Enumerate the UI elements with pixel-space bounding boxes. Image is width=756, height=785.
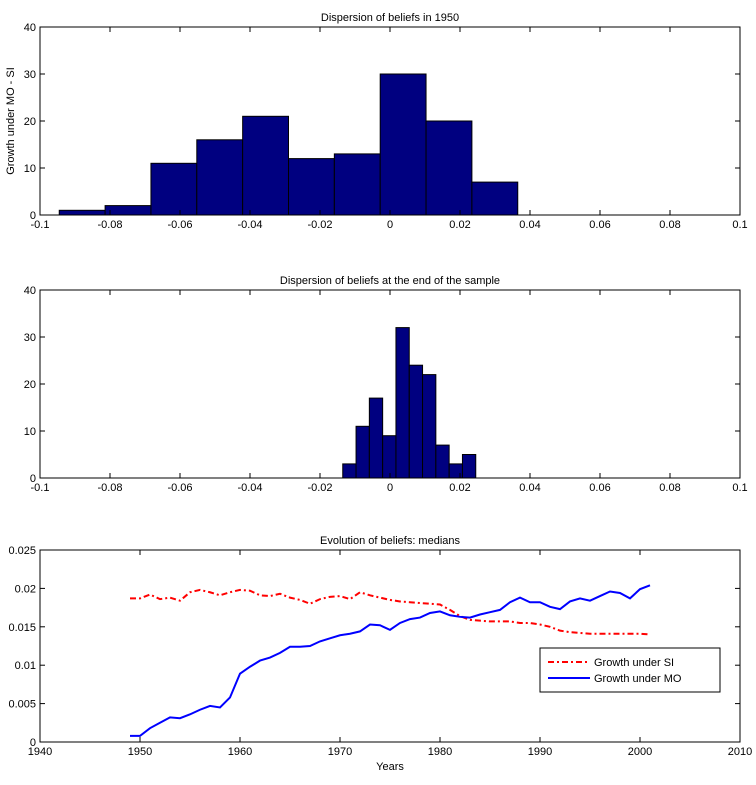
histogram-bar: [58, 209, 106, 216]
plot-frame: [39, 549, 741, 743]
x-tick-label: 0.06: [589, 219, 610, 231]
chart-title: Dispersion of beliefs at the end of the …: [280, 275, 500, 287]
y-tick-label: 10: [24, 163, 36, 175]
legend-label: Growth under MO: [594, 673, 682, 685]
histogram-bar: [342, 463, 357, 479]
legend-box: [539, 647, 721, 693]
y-tick-label: 0.005: [8, 699, 36, 711]
x-tick-label: 2010: [728, 746, 752, 758]
chart-title: Evolution of beliefs: medians: [320, 535, 461, 547]
histogram-bar: [408, 364, 424, 479]
chart-title: Dispersion of beliefs in 1950: [321, 12, 459, 24]
y-tick-label: 0: [30, 473, 36, 485]
x-tick-label: -0.06: [167, 219, 192, 231]
y-tick-label: 0: [30, 210, 36, 222]
histogram-bar: [242, 115, 289, 216]
x-tick-label: 1970: [328, 746, 352, 758]
histogram-bar: [196, 139, 244, 216]
x-tick-label: -0.08: [97, 219, 122, 231]
histogram-bar: [422, 374, 437, 479]
histogram-bar: [435, 444, 450, 479]
x-tick-label: 0.1: [732, 482, 747, 494]
x-tick-label: 0.08: [659, 482, 680, 494]
y-tick-label: 0.025: [8, 545, 36, 557]
x-tick-label: 0: [387, 219, 393, 231]
histogram-bar: [425, 120, 473, 216]
x-tick-label: 1990: [528, 746, 552, 758]
y-axis-label: Growth under MO - SI: [5, 67, 17, 175]
x-tick-label: 1960: [228, 746, 252, 758]
histogram-bar: [379, 73, 427, 216]
x-tick-label: 1940: [28, 746, 52, 758]
x-tick-label: 1950: [128, 746, 152, 758]
x-tick-label: 2000: [628, 746, 652, 758]
x-tick-label: -0.04: [237, 482, 262, 494]
x-tick-label: -0.1: [31, 482, 50, 494]
x-axis-label: Years: [376, 761, 404, 773]
y-tick-label: 0: [30, 737, 36, 749]
x-tick-label: -0.02: [307, 482, 332, 494]
x-tick-label: 0.04: [519, 482, 540, 494]
data-line: [130, 588, 651, 636]
x-tick-label: 0.04: [519, 219, 540, 231]
x-tick-label: 0.02: [449, 219, 470, 231]
y-tick-label: 10: [24, 426, 36, 438]
y-tick-label: 20: [24, 379, 36, 391]
x-tick-label: 0: [387, 482, 393, 494]
data-line: [130, 584, 651, 737]
x-tick-label: -0.04: [237, 219, 262, 231]
y-tick-label: 40: [24, 22, 36, 34]
histogram-bar: [104, 205, 152, 216]
x-tick-label: 0.06: [589, 482, 610, 494]
histogram-bar: [333, 153, 381, 216]
histogram-bar: [288, 158, 335, 216]
histogram-bar: [471, 181, 519, 216]
histogram-bar: [395, 327, 410, 479]
histogram-bar: [355, 425, 370, 479]
x-tick-label: 0.02: [449, 482, 470, 494]
histogram-bar: [150, 162, 198, 216]
histogram-bar: [461, 454, 477, 479]
y-tick-label: 0.01: [15, 660, 36, 672]
y-tick-label: 40: [24, 285, 36, 297]
histogram-bar: [382, 435, 397, 479]
y-tick-label: 20: [24, 116, 36, 128]
legend-label: Growth under SI: [594, 657, 674, 669]
x-tick-label: -0.06: [167, 482, 192, 494]
x-tick-label: 0.1: [732, 219, 747, 231]
y-tick-label: 0.015: [8, 622, 36, 634]
y-tick-label: 0.02: [15, 583, 36, 595]
x-tick-label: 1980: [428, 746, 452, 758]
x-tick-label: -0.1: [31, 219, 50, 231]
x-tick-label: -0.02: [307, 219, 332, 231]
y-tick-label: 30: [24, 69, 36, 81]
plot-background: [40, 550, 740, 742]
y-tick-label: 30: [24, 332, 36, 344]
histogram-bar: [368, 397, 384, 479]
x-tick-label: 0.08: [659, 219, 680, 231]
x-tick-label: -0.08: [97, 482, 122, 494]
